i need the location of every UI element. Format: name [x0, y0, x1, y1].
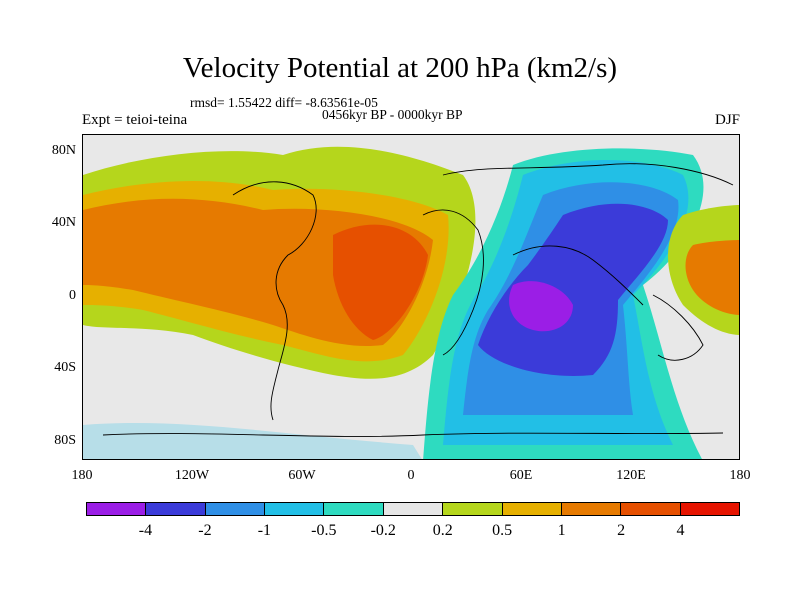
- colorbar-swatch: [561, 503, 622, 515]
- x-tick-label: 120E: [616, 468, 646, 483]
- stats-text: rmsd= 1.55422 diff= -8.63561e-05: [190, 95, 378, 110]
- y-tick-label: 40S: [54, 360, 76, 375]
- contour-map: [83, 135, 739, 459]
- colorbar-swatch: [205, 503, 266, 515]
- colorbar-label: 2: [617, 522, 626, 539]
- x-tick-label: 180: [71, 468, 93, 483]
- map-panel: [82, 134, 740, 460]
- colorbar-swatch: [502, 503, 562, 515]
- colorbar-swatch: [87, 503, 147, 515]
- period-text: 0456kyr BP - 0000kyr BP: [322, 107, 463, 122]
- colorbar-label: -0.5: [311, 522, 337, 539]
- colorbar-label: 0.5: [492, 522, 513, 539]
- y-tick-label: 80N: [51, 143, 76, 158]
- x-tick-label: 0: [407, 468, 415, 483]
- y-tick-label: 0: [69, 288, 76, 303]
- y-tick-label: 80S: [54, 433, 76, 448]
- colorbar-swatch: [443, 503, 503, 515]
- x-tick-label: 120W: [174, 468, 210, 483]
- colorbar-label: 1: [557, 522, 566, 539]
- x-tick-label: 180: [729, 468, 751, 483]
- colorbar-label: 0.2: [432, 522, 453, 539]
- season-label: DJF: [714, 112, 740, 128]
- plot-title: Velocity Potential at 200 hPa (km2/s): [182, 52, 618, 84]
- colorbar-swatch: [621, 503, 681, 515]
- colorbar-label: -0.2: [370, 522, 396, 539]
- colorbar-label: -4: [138, 522, 153, 539]
- colorbar-swatch: [383, 503, 444, 515]
- colorbar: [86, 502, 740, 516]
- y-tick-label: 40N: [51, 215, 76, 230]
- colorbar-label: -2: [198, 522, 212, 539]
- colorbar-swatch: [680, 503, 739, 515]
- colorbar-label: 4: [676, 522, 685, 539]
- x-tick-label: 60E: [509, 468, 533, 483]
- experiment-label: Expt = teioi-teina: [82, 112, 188, 128]
- colorbar-label: -1: [257, 522, 272, 539]
- colorbar-swatch: [324, 503, 384, 515]
- x-tick-label: 60W: [288, 468, 316, 483]
- colorbar-swatch: [146, 503, 206, 515]
- colorbar-swatch: [265, 503, 325, 515]
